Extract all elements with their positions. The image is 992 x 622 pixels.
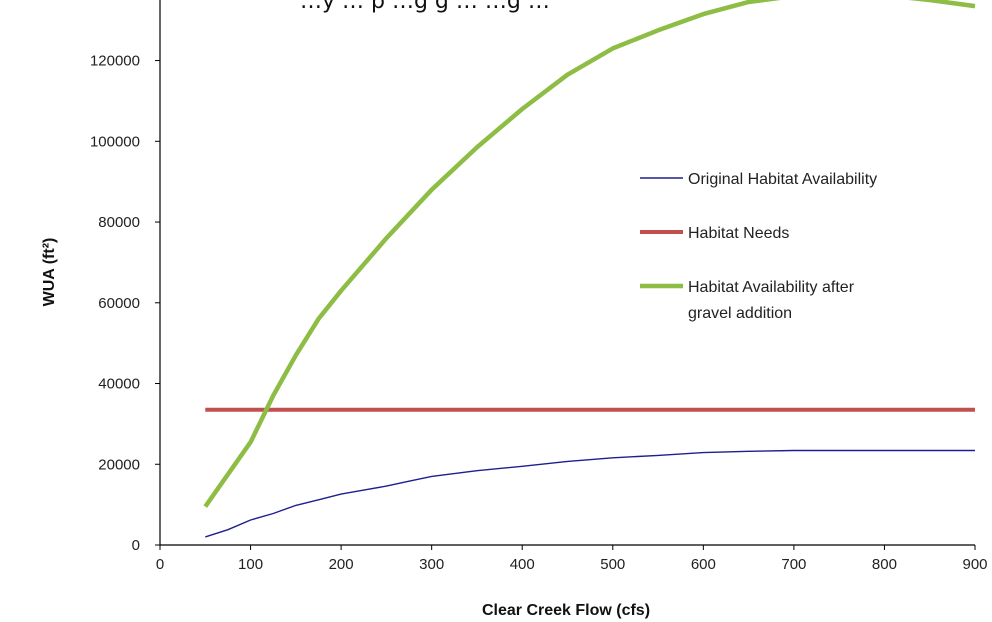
legend-label: Habitat Needs — [688, 225, 789, 242]
x-tick-label: 400 — [510, 556, 535, 573]
y-tick-label: 0 — [132, 537, 140, 554]
x-tick-label: 600 — [691, 556, 716, 573]
x-tick-label: 300 — [419, 556, 444, 573]
y-axis-title: WUA (ft²) — [41, 238, 58, 307]
x-tick-label: 100 — [238, 556, 263, 573]
series-line-1 — [205, 449, 975, 538]
legend-label: Habitat Availability after — [688, 279, 855, 296]
x-tick-label: 200 — [329, 556, 354, 573]
x-tick-label: 900 — [962, 556, 987, 573]
y-tick-label: 40000 — [98, 376, 140, 393]
y-tick-label: 80000 — [98, 214, 140, 231]
x-tick-label: 800 — [872, 556, 897, 573]
legend: Original Habitat Availability Habitat Nee… — [640, 171, 877, 322]
y-tick-label: 120000 — [90, 53, 140, 70]
series-line-3 — [203, 0, 976, 508]
chart-title: …y … p …g g … …g … — [300, 0, 550, 14]
legend-label: Original Habitat Availability — [688, 171, 877, 188]
x-tick-label: 0 — [156, 556, 164, 573]
x-tick-label: 500 — [600, 556, 625, 573]
y-tick-label: 100000 — [90, 133, 140, 150]
y-tick-label: 60000 — [98, 295, 140, 312]
tick-labels: 0 100 200 300 400 500 600 700 800 900 0 20000 40000 6… — [90, 53, 988, 573]
series-lines — [203, 0, 976, 538]
legend-label: gravel addition — [688, 305, 792, 322]
axes — [159, 0, 975, 546]
x-tick-label: 700 — [781, 556, 806, 573]
x-axis-title: Clear Creek Flow (cfs) — [482, 602, 650, 619]
y-tick-label: 20000 — [98, 456, 140, 473]
